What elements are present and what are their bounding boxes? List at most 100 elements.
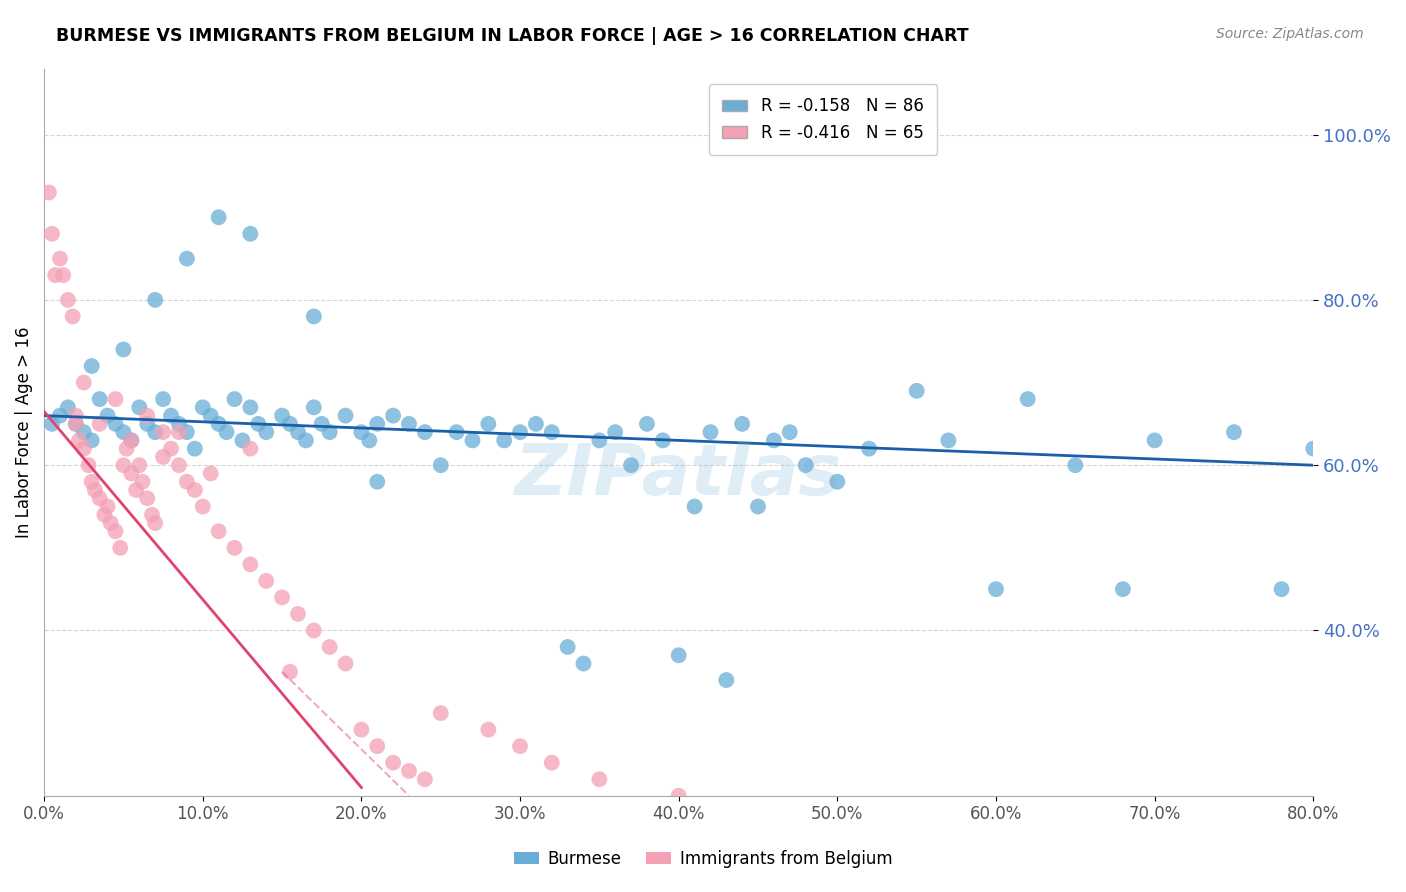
Point xyxy=(38,186,60,200)
Point xyxy=(350,723,373,737)
Point xyxy=(295,434,318,448)
Point xyxy=(104,524,127,539)
Point xyxy=(49,409,72,423)
Point xyxy=(104,417,127,431)
Point xyxy=(239,442,262,456)
Point xyxy=(557,640,579,654)
Point xyxy=(572,657,595,671)
Point xyxy=(80,475,103,489)
Point xyxy=(200,467,222,481)
Point xyxy=(77,458,100,473)
Point xyxy=(278,665,301,679)
Point xyxy=(176,425,198,439)
Point xyxy=(67,434,90,448)
Point xyxy=(41,227,63,241)
Point xyxy=(136,417,159,431)
Point xyxy=(100,516,122,530)
Point xyxy=(588,772,610,787)
Point xyxy=(509,425,531,439)
Point xyxy=(120,434,142,448)
Point xyxy=(398,417,420,431)
Point xyxy=(191,500,214,514)
Point xyxy=(382,756,405,770)
Point xyxy=(89,491,111,506)
Point xyxy=(141,508,163,522)
Point xyxy=(191,401,214,415)
Point xyxy=(318,425,340,439)
Point xyxy=(382,409,405,423)
Point xyxy=(200,409,222,423)
Point xyxy=(779,425,801,439)
Point xyxy=(271,591,294,605)
Point xyxy=(152,392,174,406)
Point xyxy=(938,434,960,448)
Point xyxy=(152,425,174,439)
Legend: R = -0.158   N = 86, R = -0.416   N = 65: R = -0.158 N = 86, R = -0.416 N = 65 xyxy=(709,84,936,155)
Point xyxy=(89,417,111,431)
Point xyxy=(93,508,115,522)
Point xyxy=(120,434,142,448)
Point xyxy=(128,458,150,473)
Point xyxy=(62,310,84,324)
Point xyxy=(287,607,309,621)
Point xyxy=(176,475,198,489)
Point xyxy=(167,458,190,473)
Point xyxy=(224,392,246,406)
Point xyxy=(73,376,96,390)
Point xyxy=(588,434,610,448)
Point xyxy=(167,417,190,431)
Point xyxy=(215,425,238,439)
Point xyxy=(605,425,627,439)
Point xyxy=(413,425,436,439)
Point xyxy=(477,417,499,431)
Point xyxy=(984,582,1007,596)
Point xyxy=(429,706,451,720)
Point xyxy=(128,401,150,415)
Point xyxy=(311,417,333,431)
Point xyxy=(97,500,120,514)
Point xyxy=(413,772,436,787)
Point xyxy=(49,252,72,266)
Point xyxy=(120,467,142,481)
Point xyxy=(239,558,262,572)
Point xyxy=(65,417,87,431)
Point xyxy=(398,764,420,778)
Point xyxy=(136,491,159,506)
Point xyxy=(731,417,754,431)
Point xyxy=(112,458,135,473)
Point xyxy=(683,500,706,514)
Y-axis label: In Labor Force | Age > 16: In Labor Force | Age > 16 xyxy=(15,326,32,538)
Point xyxy=(104,392,127,406)
Text: BURMESE VS IMMIGRANTS FROM BELGIUM IN LABOR FORCE | AGE > 16 CORRELATION CHART: BURMESE VS IMMIGRANTS FROM BELGIUM IN LA… xyxy=(56,27,969,45)
Point xyxy=(44,268,66,282)
Point xyxy=(247,417,270,431)
Point xyxy=(131,475,153,489)
Point xyxy=(143,516,166,530)
Point xyxy=(167,425,190,439)
Point xyxy=(160,409,183,423)
Point xyxy=(1017,392,1039,406)
Point xyxy=(207,211,229,225)
Point xyxy=(207,524,229,539)
Point xyxy=(73,425,96,439)
Point xyxy=(359,434,381,448)
Point xyxy=(335,409,357,423)
Point xyxy=(858,442,880,456)
Point xyxy=(620,458,643,473)
Point xyxy=(1112,582,1135,596)
Point xyxy=(1064,458,1087,473)
Point xyxy=(115,442,138,456)
Point xyxy=(827,475,849,489)
Point xyxy=(366,417,388,431)
Point xyxy=(699,425,721,439)
Point xyxy=(184,442,207,456)
Point xyxy=(1223,425,1246,439)
Point xyxy=(461,434,484,448)
Point xyxy=(143,425,166,439)
Point xyxy=(184,483,207,497)
Point xyxy=(271,409,294,423)
Point xyxy=(112,343,135,357)
Point xyxy=(254,574,277,588)
Point xyxy=(160,442,183,456)
Point xyxy=(302,401,325,415)
